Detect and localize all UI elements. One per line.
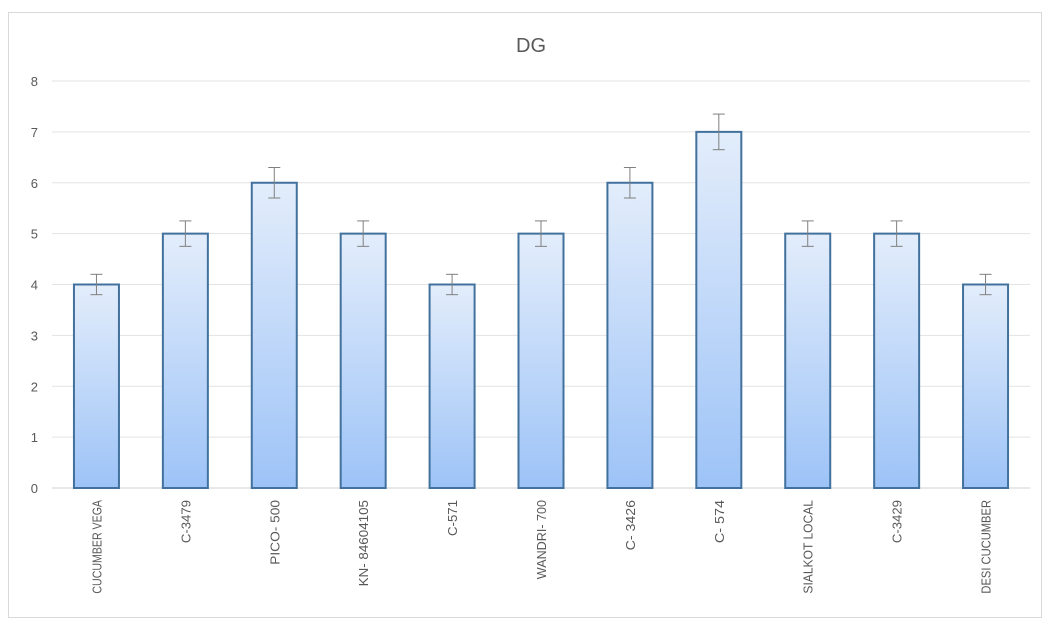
chart-title: DG xyxy=(516,35,546,57)
error-bar xyxy=(801,220,814,247)
bar xyxy=(161,232,209,489)
y-tick-label: 2 xyxy=(31,379,38,394)
bar xyxy=(517,232,565,489)
y-tick-label: 1 xyxy=(31,430,38,445)
error-bar xyxy=(268,166,281,199)
bars xyxy=(72,130,1010,489)
error-bar xyxy=(712,113,725,151)
x-tick-label: C- 574 xyxy=(712,500,727,543)
error-bar xyxy=(535,220,547,247)
y-tick-label: 7 xyxy=(31,125,38,140)
error-bar xyxy=(890,220,903,247)
bar xyxy=(784,232,832,489)
x-tick-label: KN- 84604105 xyxy=(356,500,371,586)
bar xyxy=(873,232,921,489)
y-tick-label: 8 xyxy=(31,74,38,89)
error-bar xyxy=(179,220,192,247)
x-tick-label: C-3479 xyxy=(178,500,193,543)
bar xyxy=(428,283,476,489)
x-tick-label: C- 3426 xyxy=(623,500,638,550)
x-tick-label: PICO- 500 xyxy=(267,500,282,565)
x-tick-label: C-3429 xyxy=(890,500,905,543)
bar xyxy=(339,232,387,489)
x-tick-label: CUCUMBER VEGA xyxy=(89,500,104,594)
y-tick-label: 0 xyxy=(31,481,38,496)
error-bars xyxy=(90,113,992,296)
error-bar xyxy=(979,273,992,296)
bar xyxy=(695,130,743,489)
bar xyxy=(606,181,654,489)
x-axis-ticks: CUCUMBER VEGA C-3479 PICO- 500 KN- 84604105… xyxy=(89,500,993,594)
bar xyxy=(72,283,120,489)
x-tick-label: SIALKOT LOCAL xyxy=(801,500,816,594)
x-tick-label: DESI CUCUMBER xyxy=(979,500,994,594)
error-bar xyxy=(357,220,370,247)
error-bar xyxy=(623,166,636,199)
y-axis-ticks: 0 1 2 3 4 5 6 7 8 xyxy=(31,74,38,496)
y-tick-label: 5 xyxy=(31,227,38,242)
x-tick-label: C-571 xyxy=(445,500,460,536)
y-tick-label: 4 xyxy=(31,278,38,293)
error-bar xyxy=(446,273,459,296)
x-tick-label: WANDRI- 700 xyxy=(534,500,549,579)
bar xyxy=(250,181,298,489)
error-bar xyxy=(90,273,103,296)
bar xyxy=(962,283,1010,489)
y-tick-label: 3 xyxy=(31,328,38,343)
y-tick-label: 6 xyxy=(31,176,38,191)
